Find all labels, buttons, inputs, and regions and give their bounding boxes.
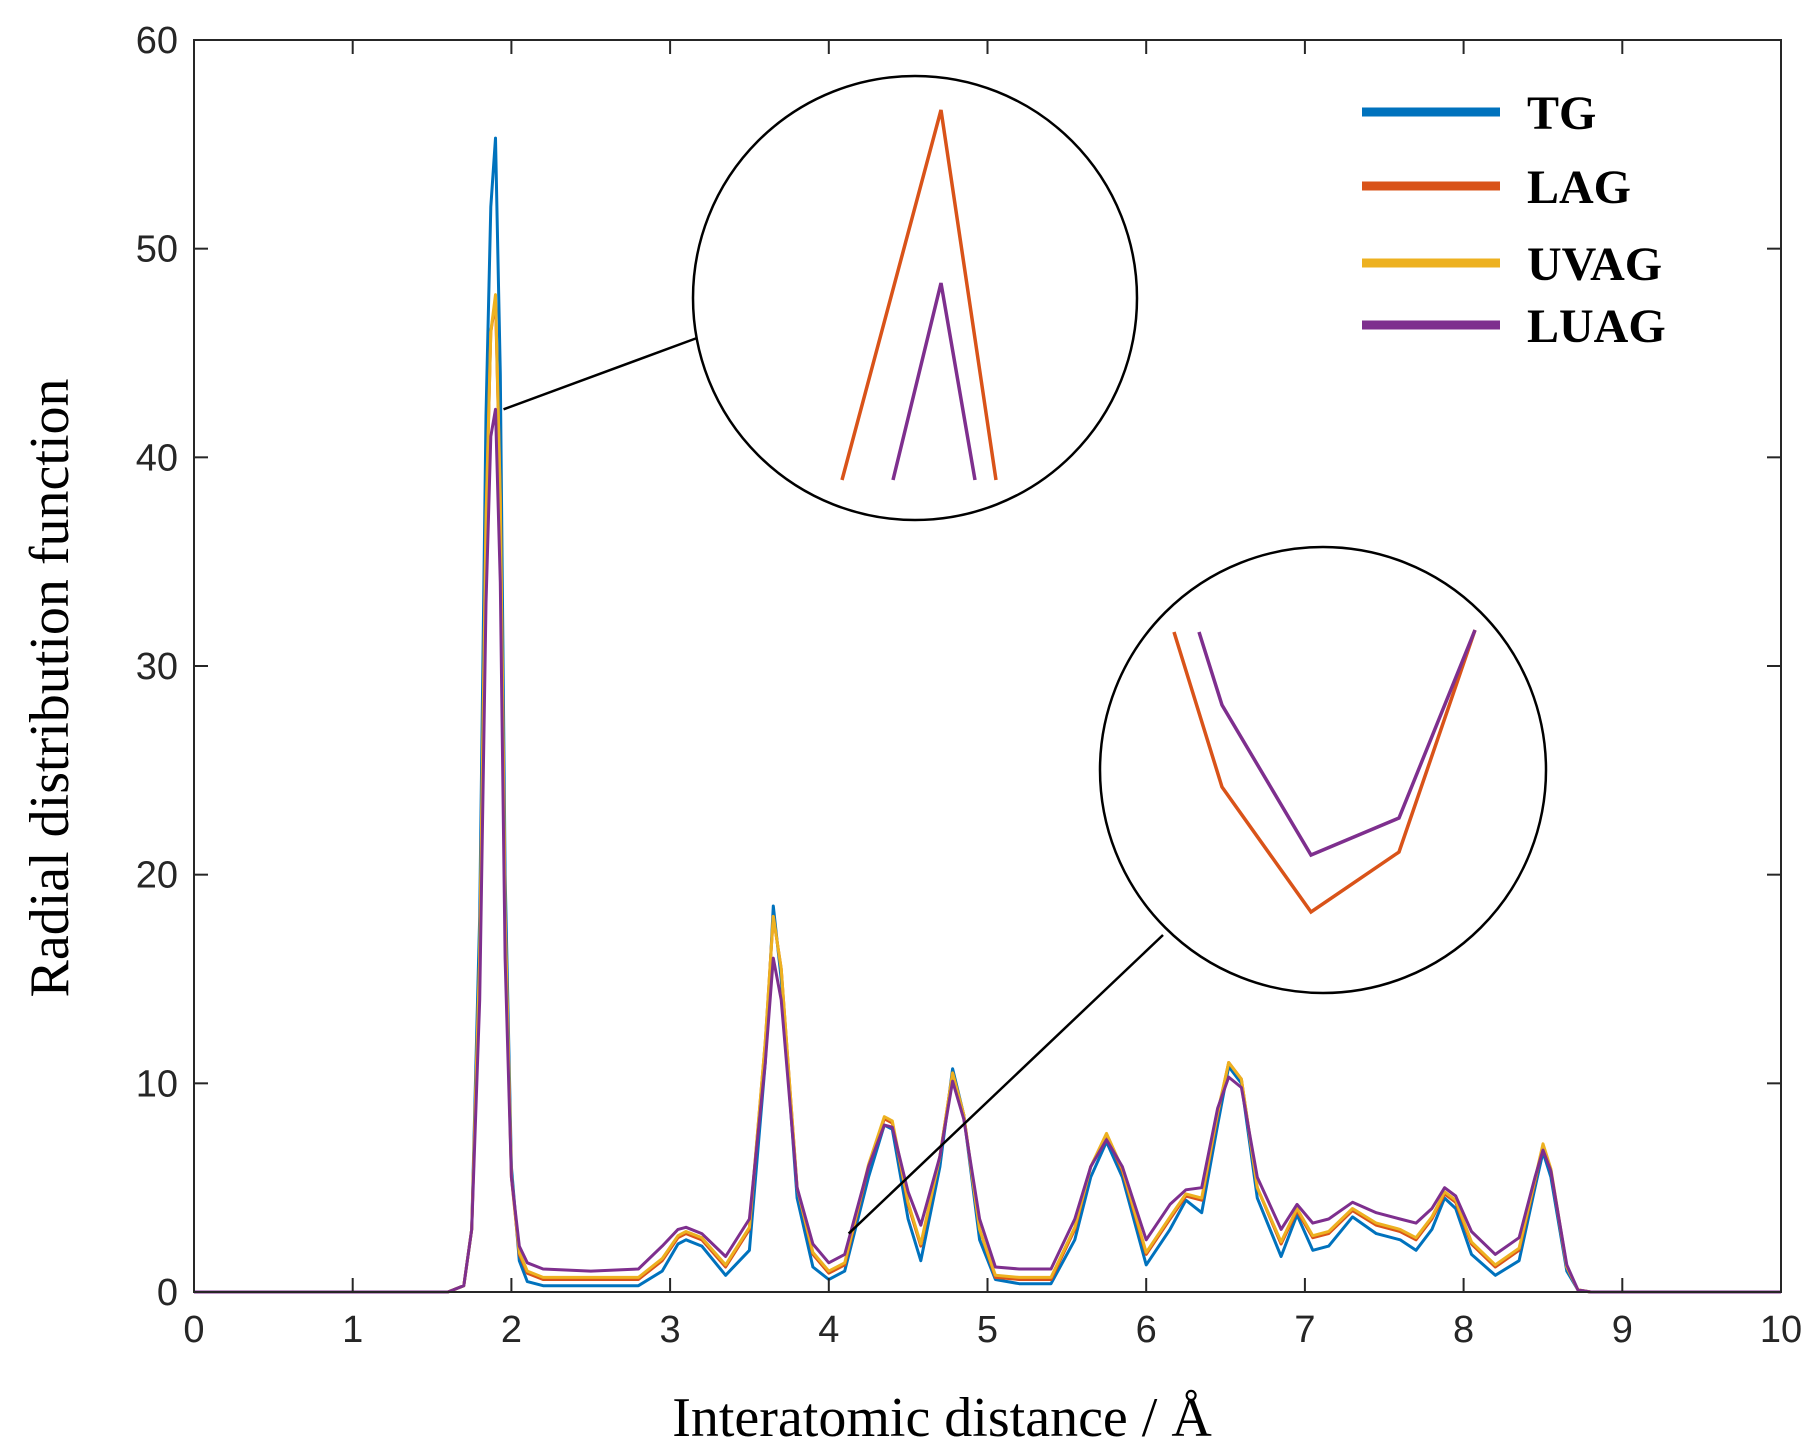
x-tick-label: 5 xyxy=(977,1309,998,1351)
y-tick-label: 50 xyxy=(136,229,178,271)
series-line-luag xyxy=(194,407,1781,1294)
y-tick-label: 10 xyxy=(136,1063,178,1105)
legend: TG LAG UVAG LUAG xyxy=(1362,87,1666,353)
y-tick-label: 60 xyxy=(136,20,178,62)
legend-label-tg: TG xyxy=(1527,87,1596,140)
valley-zoom-circle xyxy=(1098,545,1548,995)
y-tick-label: 0 xyxy=(157,1272,178,1314)
axes: 0 1 2 3 4 5 6 7 8 9 10 0 10 20 30 40 50 60 xyxy=(136,20,1802,1351)
y-tick-label: 40 xyxy=(136,437,178,479)
x-tick-label: 2 xyxy=(501,1309,522,1351)
x-tick-label: 0 xyxy=(183,1309,204,1351)
x-tick-label: 10 xyxy=(1760,1309,1802,1351)
peak-zoom-circle xyxy=(691,74,1139,522)
peak-zoom-luag-line xyxy=(891,282,977,481)
x-tick-label: 7 xyxy=(1294,1309,1315,1351)
series-group xyxy=(194,136,1781,1294)
y-axis-title: Radial distribution function xyxy=(19,378,81,997)
valley-zoom-luag-line xyxy=(1197,629,1477,858)
x-tick-label: 3 xyxy=(660,1309,681,1351)
x-tick-label: 6 xyxy=(1136,1309,1157,1351)
valley-zoom-connector xyxy=(847,934,1164,1235)
peak-zoom-connector xyxy=(503,336,698,411)
legend-label-uvag: UVAG xyxy=(1527,238,1662,291)
legend-label-luag: LUAG xyxy=(1527,300,1666,353)
y-tick-label: 30 xyxy=(136,646,178,688)
x-tick-label: 8 xyxy=(1453,1309,1474,1351)
zoom-insets xyxy=(503,74,1548,1235)
x-tick-label: 1 xyxy=(342,1309,363,1351)
y-tick-label: 20 xyxy=(136,855,178,897)
x-tick-label: 9 xyxy=(1612,1309,1633,1351)
x-tick-label: 4 xyxy=(818,1309,839,1351)
legend-label-lag: LAG xyxy=(1527,161,1631,214)
peak-zoom-lag-line xyxy=(840,109,998,481)
valley-zoom-lag-line xyxy=(1172,629,1477,915)
x-axis-title: Interatomic distance / Å xyxy=(672,1387,1212,1449)
